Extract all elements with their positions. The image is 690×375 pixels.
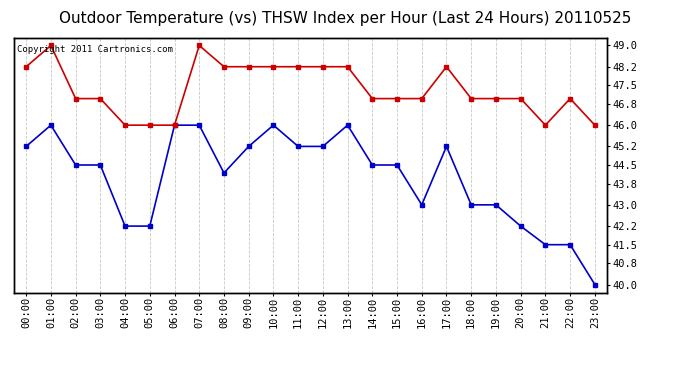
- Text: Outdoor Temperature (vs) THSW Index per Hour (Last 24 Hours) 20110525: Outdoor Temperature (vs) THSW Index per …: [59, 11, 631, 26]
- Text: Copyright 2011 Cartronics.com: Copyright 2011 Cartronics.com: [17, 45, 172, 54]
